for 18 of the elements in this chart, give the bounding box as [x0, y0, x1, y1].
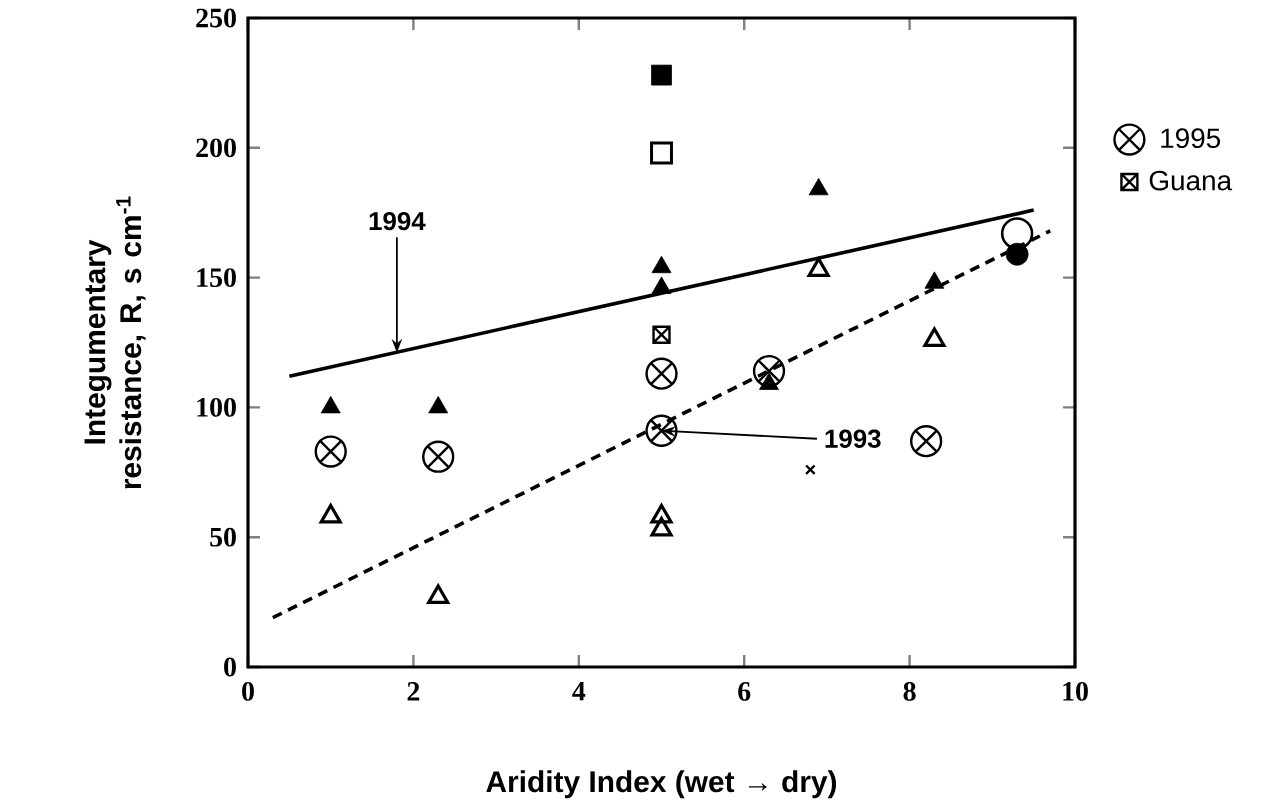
- y-axis-title: Integumentary resistance, R, s cm$^{-1}$: [84, 196, 146, 489]
- legend-label: Guana: [1149, 170, 1233, 191]
- y-tick-label: 200: [196, 138, 236, 158]
- annotation: 1994: [369, 211, 426, 231]
- x-axis-title: Aridity Index (wet → dry): [486, 770, 837, 799]
- x-tick-label: 0: [242, 682, 254, 701]
- annotation: 1993: [825, 429, 881, 448]
- legend-label: 1995: [1161, 128, 1221, 149]
- y-tick-label: 100: [197, 397, 236, 417]
- y-tick-label: 150: [197, 268, 236, 288]
- x-tick-label: 8: [903, 682, 916, 701]
- x-tick-label: 4: [572, 681, 586, 701]
- x-tick-label: 10: [1063, 682, 1088, 701]
- y-tick-label: 0: [224, 657, 236, 677]
- y-tick-label: 250: [196, 8, 236, 28]
- x-tick-label: 2: [407, 682, 420, 701]
- y-tick-label: 50: [210, 527, 236, 547]
- x-tick-label: 6: [738, 682, 751, 701]
